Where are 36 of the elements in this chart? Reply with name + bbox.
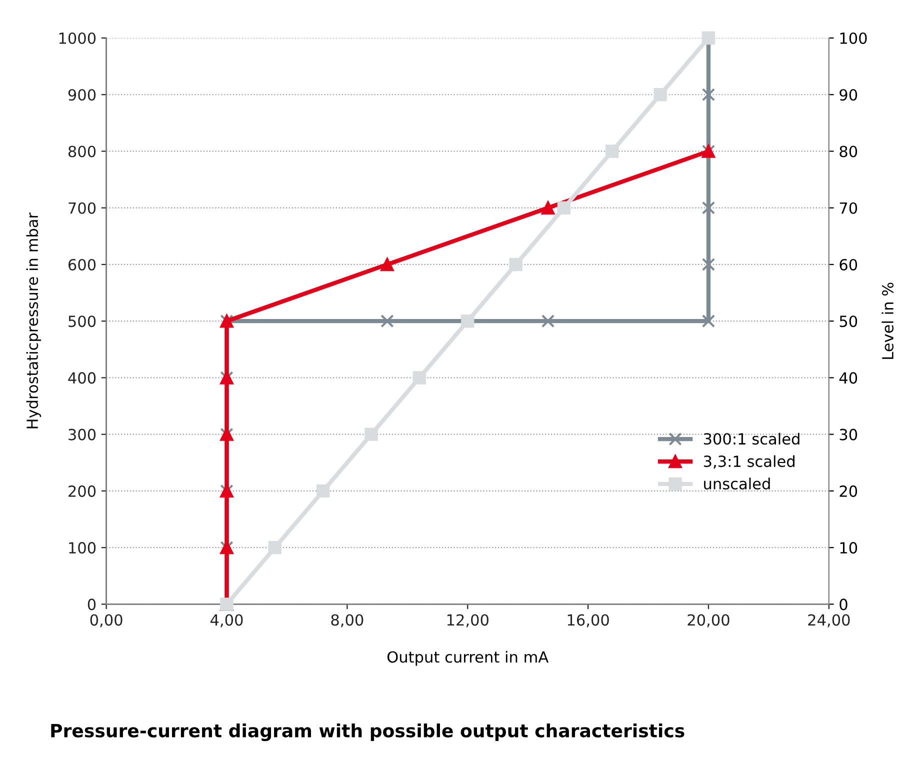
y2-tick-label: 10 [840,542,858,554]
y2-tick-label: 0 [840,598,848,610]
y2-tick-label: 40 [839,372,858,384]
y2-tick-label: 50 [840,316,858,328]
legend-label: 3,3:1 scaled [704,455,794,469]
y2-tick-label: 80 [840,146,858,158]
y2-tick-label: 70 [840,202,858,214]
y2-tick-label: 20 [840,485,858,497]
y-tick-label: 700 [68,202,96,214]
y2-tick-label: 90 [840,89,858,101]
y-tick-label: 1000 [59,32,96,44]
y-axis-title: Hydrostaticpressure in mbar [26,212,42,428]
x-tick-label: 0,00 [90,614,122,628]
x-axis-title: Output current in mA [387,650,548,666]
y-tick-label: 400 [68,372,96,384]
y2-tick-label: 60 [840,258,858,270]
y-tick-label: 900 [68,89,96,101]
y-tick-label: 200 [68,485,96,497]
y-tick-label: 800 [68,146,96,158]
x-tick-label: 8,00 [331,614,364,628]
y2-axis-title: Level in % [882,282,894,359]
y-tick-label: 100 [69,542,96,554]
x-tick-label: 24,00 [808,614,850,628]
y-tick-label: 500 [68,316,96,328]
x-tick-label: 12,00 [447,614,488,628]
y-tick-label: 600 [68,258,96,270]
text: Pressure-current diagram with possible output characteristics [51,723,684,742]
y-tick-label: 0 [88,598,96,610]
legend-label: unscaled [704,478,770,490]
x-tick-label: 4,00 [210,614,243,628]
legend-label: 300:1 scaled [704,432,800,445]
y-tick-label: 300 [68,428,96,440]
y2-tick-label: 30 [840,428,858,440]
x-tick-label: 20,00 [688,614,730,628]
y2-tick-label: 100 [840,32,867,44]
x-tick-label: 16,00 [568,614,609,628]
